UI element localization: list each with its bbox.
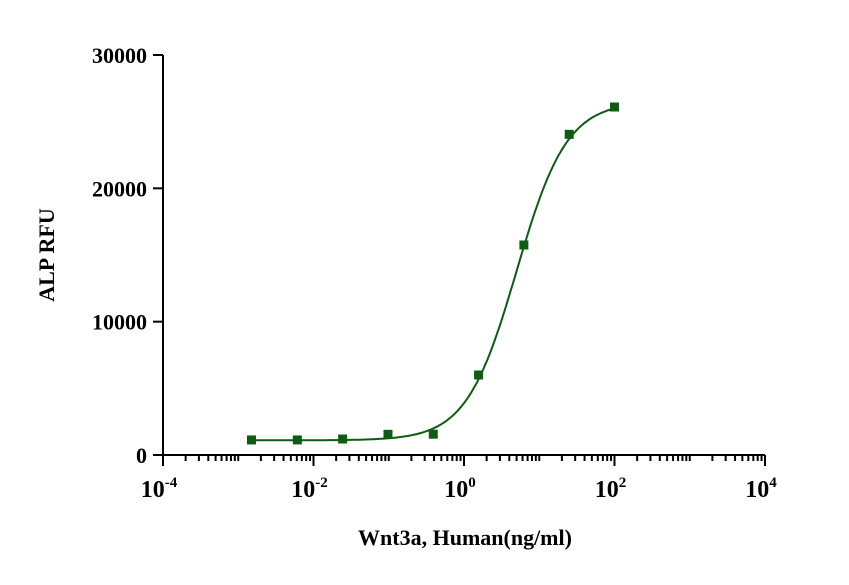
x-axis-label: Wnt3a, Human(ng/ml) [358, 525, 572, 550]
x-tick-label: 10-4 [141, 475, 178, 503]
data-points [247, 102, 619, 445]
y-tick-label: 0 [136, 443, 147, 468]
fit-curve [251, 107, 615, 442]
y-tick-label: 30000 [92, 43, 147, 68]
data-point [519, 240, 529, 250]
y-tick-label: 10000 [92, 310, 147, 335]
data-point [247, 435, 257, 445]
ticks: 0 10000 20000 30000 10-4 10-2 100 102 104 [92, 43, 777, 503]
y-axis-label: ALP RFU [34, 208, 59, 302]
data-point [383, 429, 393, 439]
data-point [564, 129, 574, 139]
data-point [610, 102, 619, 112]
axes [162, 55, 765, 456]
data-point [428, 429, 438, 439]
x-tick-label: 10-2 [291, 475, 328, 503]
x-tick-label: 104 [745, 475, 777, 503]
data-point [474, 370, 484, 380]
data-point [292, 435, 302, 445]
x-tick-label: 102 [595, 475, 627, 503]
data-point [338, 434, 348, 444]
y-tick-label: 20000 [92, 176, 147, 201]
x-tick-label: 100 [444, 475, 476, 503]
